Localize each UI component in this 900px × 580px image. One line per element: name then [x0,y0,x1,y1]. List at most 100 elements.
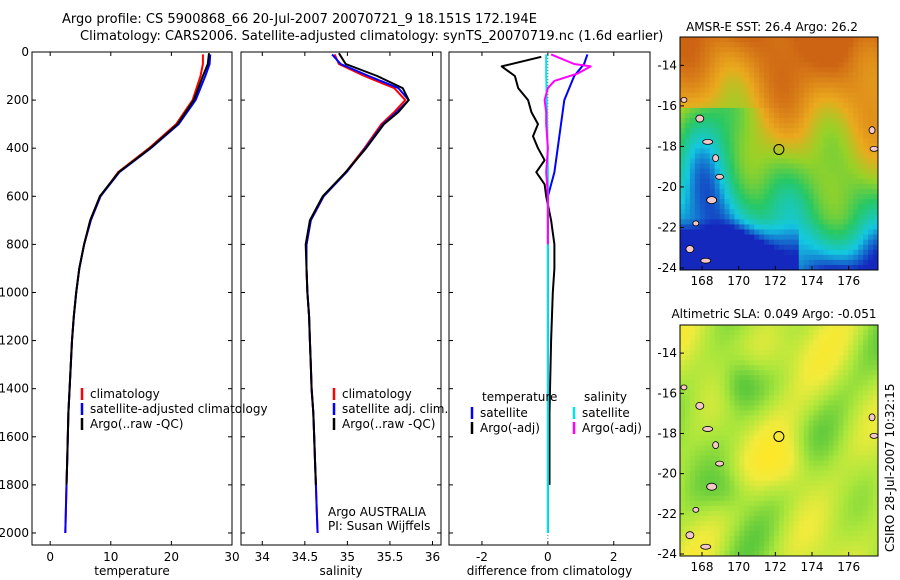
map-cell [764,470,770,477]
map-cell [744,102,750,109]
map-cell [689,470,696,477]
map-cell [863,57,869,63]
map-cell [704,153,711,159]
map-cell [783,42,790,48]
map-cell [808,138,815,144]
map-cell [729,42,735,48]
map-cell [853,244,859,251]
map-cell [823,138,829,144]
map-cell [803,365,810,371]
x-tick-label: 0 [544,550,552,564]
map-cell [803,219,810,225]
map-cell [823,390,829,396]
map-cell [774,92,780,99]
map-cell [808,470,815,477]
map-cell [848,425,854,431]
map-cell [858,390,864,396]
map-cell [808,188,815,195]
map-cell [704,540,711,547]
map-cell [680,480,686,487]
map-cell [759,92,765,99]
map-cell [709,72,716,78]
map-cell [734,485,740,492]
series-line-1 [64,54,204,534]
map-cell [803,410,810,416]
map-cell [719,430,725,436]
map-cell [798,82,805,89]
map-cell [828,405,834,411]
map-cell [699,490,706,497]
map-cell [828,234,834,241]
map-cell [853,490,859,497]
map-cell [788,385,795,391]
map-cell [699,455,706,461]
map-cell [759,460,765,467]
map-cell [739,375,745,381]
map-cell [704,168,711,175]
map-x-tick-label: 172 [764,274,787,288]
map-cell [704,360,711,366]
map-cell [823,395,829,401]
map-cell [788,92,795,99]
map-cell [803,455,810,461]
map-cell [689,249,696,256]
map-cell [848,440,854,446]
y-tick-label: 1800 [0,478,29,492]
map-cell [754,340,760,346]
map-cell [689,375,696,381]
map-cell [749,490,755,497]
map-cell [704,37,711,43]
map-cell [863,350,869,356]
map-cell [868,540,874,547]
island-shape [685,245,695,253]
map-cell [714,224,720,230]
map-cell [699,380,706,386]
map-cell [779,77,785,83]
map-cell [828,87,834,94]
map-cell [699,375,706,381]
map-cell [858,72,864,78]
map-cell [783,465,790,472]
map-cell [724,475,730,482]
map-cell [769,440,775,446]
map-cell [689,520,696,527]
map-cell [788,244,795,251]
map-cell [719,340,725,346]
map-cell [823,47,829,53]
map-cell [694,163,701,170]
map-cell [689,148,696,154]
map-cell [803,158,810,165]
map-cell [803,118,810,124]
map-cell [739,405,745,411]
map-cell [680,490,686,497]
map-cell [724,138,730,144]
map-cell [704,72,711,78]
map-cell [680,249,686,256]
map-cell [858,455,864,461]
map-cell [823,143,829,149]
map-cell [798,77,805,83]
map-cell [838,112,844,119]
map-cell [808,214,815,220]
island-shape [715,173,724,180]
map-cell [853,410,859,416]
map-cell [764,500,770,507]
map-cell [818,168,824,175]
map-cell [774,239,780,246]
map-cell [858,525,864,532]
map-cell [858,102,864,109]
map-cell [694,214,701,220]
map-cell [734,254,740,261]
map-cell [769,229,775,235]
map-cell [734,400,740,406]
map-cell [739,229,745,235]
map-cell [868,495,874,502]
map-cell [798,545,805,552]
map-cell [769,405,775,411]
map-cell [818,485,824,492]
map-cell [759,505,765,512]
map-cell [813,153,819,159]
map-cell [709,415,716,421]
map-cell [680,445,686,451]
map-cell [833,97,839,104]
